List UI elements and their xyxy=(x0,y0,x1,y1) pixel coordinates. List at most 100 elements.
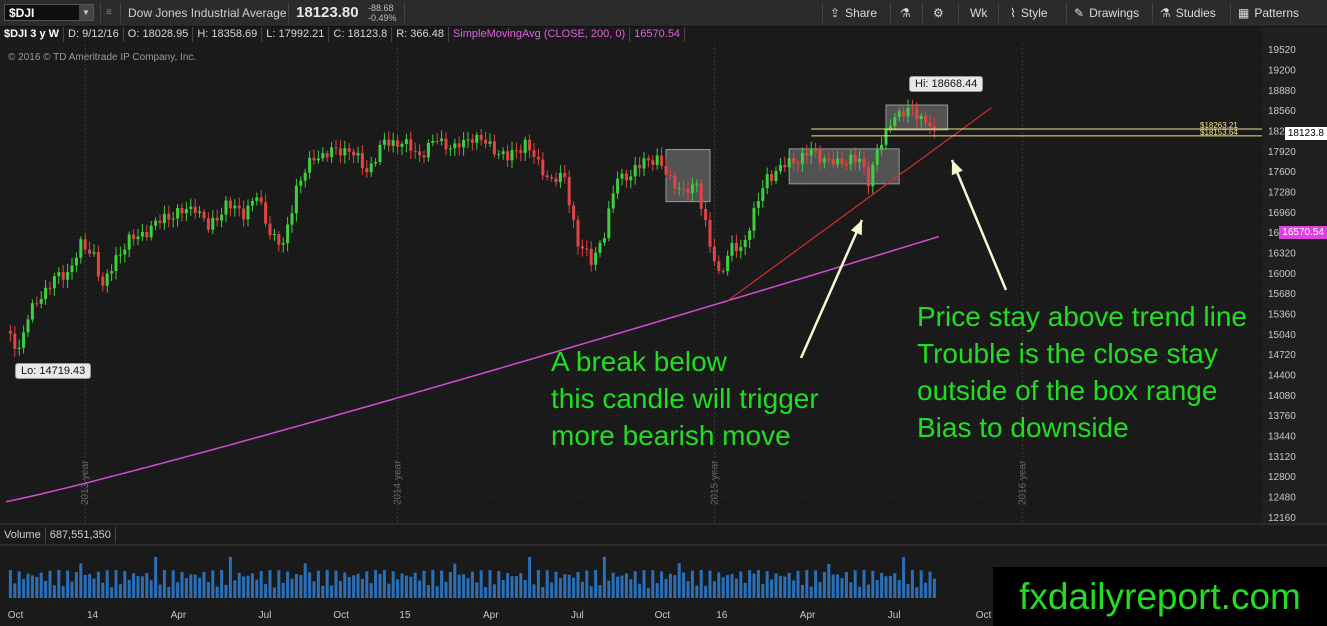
candle-body xyxy=(382,139,386,145)
x-tick-label: Apr xyxy=(171,610,187,621)
studies-icon: ⚗ xyxy=(1160,6,1171,20)
link-icon[interactable]: ≡ xyxy=(106,7,112,18)
candle-body xyxy=(462,139,466,148)
volume-bar xyxy=(585,570,589,598)
candle-body xyxy=(426,142,430,158)
patterns-button[interactable]: ▦ Patterns xyxy=(1238,0,1299,26)
volume-bar xyxy=(704,585,708,598)
candle-body xyxy=(145,232,149,238)
candle-body xyxy=(888,126,892,130)
candle-body xyxy=(506,151,510,161)
volume-header: Volume 687,551,350 xyxy=(0,527,116,543)
volume-bar xyxy=(651,570,655,598)
candle-body xyxy=(198,211,202,214)
volume-bar xyxy=(598,585,602,598)
volume-bar xyxy=(770,579,774,598)
volume-bar xyxy=(607,580,611,598)
candle-body xyxy=(325,153,329,158)
arrow-right xyxy=(950,159,1008,291)
divider xyxy=(890,3,891,23)
candle-body xyxy=(312,157,316,161)
share-button[interactable]: ⇪ Share xyxy=(830,0,877,26)
candle-body xyxy=(294,185,298,214)
volume-bar xyxy=(853,570,857,598)
candle-body xyxy=(765,174,769,189)
candle-body xyxy=(431,141,435,143)
volume-bar xyxy=(26,573,30,598)
candle-body xyxy=(572,205,576,220)
candle-body xyxy=(193,206,197,214)
volume-bar xyxy=(57,570,61,598)
volume-bar xyxy=(470,571,474,598)
candle-body xyxy=(743,239,747,248)
candle-body xyxy=(871,164,875,187)
candle-body xyxy=(721,271,725,273)
volume-bar xyxy=(8,570,12,598)
studies-button[interactable]: ⚗ Studies xyxy=(1160,0,1216,26)
volume-bar xyxy=(792,580,796,598)
candle-body xyxy=(92,252,96,254)
volume-bar xyxy=(809,586,813,598)
candle-body xyxy=(422,155,426,158)
style-button[interactable]: ⌇ Style xyxy=(1010,0,1048,26)
candle-body xyxy=(756,200,760,208)
y-tick-label: 14080 xyxy=(1268,391,1296,402)
candle-body xyxy=(576,219,580,247)
volume-bar xyxy=(849,582,853,598)
volume-bar xyxy=(519,573,523,598)
volume-bar xyxy=(686,581,690,598)
candle-body xyxy=(233,205,237,209)
volume-bar xyxy=(132,573,136,598)
study-name[interactable]: SimpleMovingAvg (CLOSE, 200, 0) xyxy=(449,27,631,42)
volume-bar xyxy=(752,573,756,598)
volume-bar xyxy=(866,584,870,598)
volume-bar xyxy=(404,575,408,598)
candle-body xyxy=(919,115,923,120)
drawings-button[interactable]: ✎ Drawings xyxy=(1074,0,1139,26)
candle-body xyxy=(105,273,109,286)
x-tick-label: Oct xyxy=(655,610,671,621)
candle-body xyxy=(893,117,897,127)
candle-body xyxy=(655,155,659,165)
flask-button[interactable]: ⚗ xyxy=(900,0,916,26)
share-icon: ⇪ xyxy=(830,6,841,20)
settings-button[interactable]: ⚙ xyxy=(933,0,949,26)
volume-bar xyxy=(61,586,65,598)
candle-body xyxy=(642,158,646,169)
volume-bar xyxy=(286,571,290,598)
volume-bar xyxy=(145,572,149,598)
volume-bar xyxy=(523,579,527,598)
volume-bar xyxy=(277,570,281,598)
volume-bar xyxy=(567,574,571,598)
chevron-down-icon[interactable]: ▼ xyxy=(79,5,93,20)
candle-body xyxy=(206,218,210,230)
candle-body xyxy=(224,200,228,215)
x-tick-label: Oct xyxy=(976,610,992,621)
volume-bar xyxy=(501,579,505,598)
candle-body xyxy=(396,140,400,147)
period-button[interactable]: Wk xyxy=(970,6,988,20)
candle-body xyxy=(391,140,395,146)
candle-body xyxy=(545,175,549,178)
candle-body xyxy=(255,197,259,201)
candle-body xyxy=(809,149,813,156)
candle-body xyxy=(501,151,505,155)
candle-body xyxy=(83,239,87,250)
volume-bar xyxy=(545,570,549,598)
volume-bar xyxy=(154,556,158,598)
candle-body xyxy=(915,108,919,120)
symbol-input[interactable]: $DJI ▼ xyxy=(4,4,94,21)
volume-bar xyxy=(818,581,822,598)
y-tick-label: 17280 xyxy=(1268,187,1296,198)
candle-body xyxy=(118,254,122,256)
volume-bar xyxy=(739,571,743,598)
volume-bar xyxy=(761,583,765,598)
volume-bar xyxy=(215,586,219,598)
volume-bar xyxy=(193,574,197,598)
y-tick-label: 16320 xyxy=(1268,248,1296,259)
volume-bar xyxy=(316,570,320,598)
divider xyxy=(1066,3,1067,23)
volume-bar xyxy=(30,575,34,598)
y-tick-label: 13440 xyxy=(1268,432,1296,443)
